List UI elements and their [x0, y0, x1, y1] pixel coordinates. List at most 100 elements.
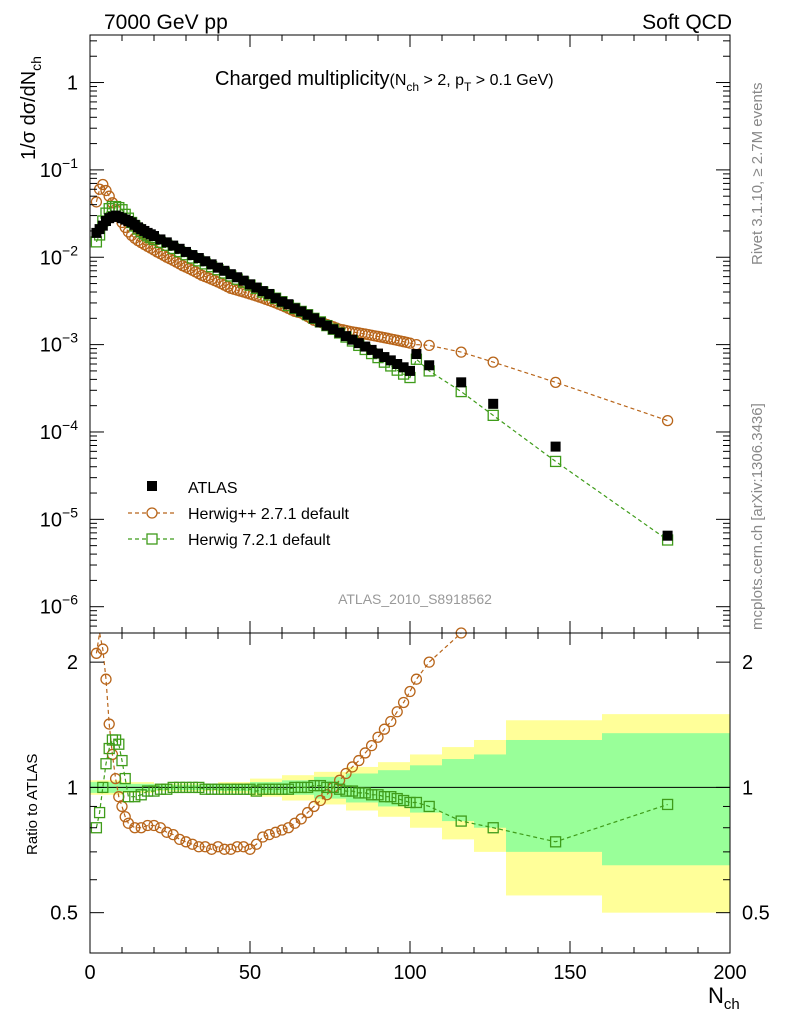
- legend-marker-herwig7: [146, 533, 158, 545]
- ratio-plot-series: [90, 627, 674, 855]
- ratio-point: [372, 789, 384, 801]
- ratio-point: [129, 822, 141, 834]
- data-point: [97, 178, 109, 191]
- ratio-point: [116, 800, 128, 813]
- ratio-point: [487, 822, 499, 834]
- ratio-point: [404, 685, 416, 698]
- data-point: [392, 358, 403, 369]
- ratio-point: [378, 791, 391, 803]
- ratio-point: [212, 841, 224, 853]
- ratio-y-tick-label: 1: [67, 777, 78, 799]
- ratio-y-axis-label: Ratio to ATLAS: [24, 754, 41, 855]
- legend-marker-herwigpp: [146, 507, 158, 519]
- ratio-point: [100, 758, 112, 770]
- y-tick-label: 10−3: [40, 330, 78, 357]
- ratio-point: [353, 754, 365, 767]
- data-point: [270, 293, 281, 304]
- ratio-y-tick-label-right: 1: [742, 777, 753, 799]
- y-tick-label: 10−4: [40, 417, 78, 444]
- data-point: [238, 275, 249, 286]
- x-axis-label: Nch: [708, 983, 740, 1013]
- ratio-y-tick-label: 2: [67, 652, 78, 674]
- ratio-point: [100, 673, 112, 685]
- main-plot-series: [90, 178, 674, 546]
- data-point: [315, 317, 326, 328]
- main-plot-panel: 1 10−1 10−2 10−3 10−4 10−5 10−6 Charged multip…: [18, 34, 731, 634]
- ratio-y-tick-label: 0.5: [50, 903, 78, 925]
- data-point: [277, 296, 287, 307]
- legend-label-herwigpp: Herwig++ 2.7.1 default: [188, 506, 350, 523]
- legend-label-atlas: ATLAS: [188, 480, 238, 497]
- ratio-point: [161, 783, 173, 795]
- ratio-point: [340, 785, 352, 797]
- ratio-point: [340, 767, 352, 780]
- legend: ATLAS Herwig++ 2.7.1 default Herwig 7.2.…: [128, 480, 350, 549]
- data-point: [398, 362, 409, 373]
- y-tick-label: 10−1: [40, 155, 78, 182]
- data-point: [149, 231, 159, 242]
- ratio-point: [180, 836, 192, 848]
- ratio-point: [106, 748, 119, 761]
- inner-band: [442, 759, 474, 822]
- data-point: [404, 337, 416, 349]
- ratio-point: [173, 781, 186, 794]
- data-point: [200, 256, 211, 267]
- data-point: [347, 334, 358, 345]
- data-point: [334, 327, 345, 338]
- x-tick-label: 100: [393, 962, 426, 984]
- data-point: [550, 441, 561, 452]
- ratio-point: [180, 781, 192, 794]
- data-point: [257, 286, 268, 297]
- ratio-point: [378, 723, 391, 735]
- data-point: [360, 341, 371, 352]
- ratio-point: [193, 781, 205, 794]
- legend-entry-atlas: ATLAS: [147, 480, 238, 497]
- ratio-point: [314, 779, 327, 792]
- ratio-point: [205, 783, 218, 795]
- ratio-point: [423, 800, 435, 813]
- ratio-point: [269, 783, 282, 795]
- ratio-point: [109, 734, 122, 746]
- ratio-point: [276, 824, 288, 836]
- ratio-point: [250, 785, 263, 797]
- data-point: [264, 288, 275, 299]
- legend-entry-herwig7: Herwig 7.2.1 default: [128, 532, 331, 549]
- ratio-point: [308, 800, 320, 813]
- inner-band: [506, 739, 602, 852]
- ratio-point: [237, 841, 250, 853]
- ratio-point: [154, 783, 167, 795]
- ratio-point: [225, 783, 237, 795]
- data-point: [302, 309, 313, 320]
- data-point: [662, 530, 673, 541]
- y-tick-label: 10−6: [40, 592, 78, 619]
- ratio-point: [141, 785, 154, 797]
- data-point: [341, 331, 351, 342]
- data-point: [456, 377, 467, 388]
- data-point: [181, 246, 191, 257]
- ratio-point: [116, 754, 128, 767]
- ratio-point: [257, 831, 269, 843]
- ratio-point: [404, 796, 416, 809]
- data-point: [455, 346, 467, 358]
- data-point: [487, 409, 499, 422]
- x-tick-label: 50: [239, 962, 261, 984]
- data-point: [411, 349, 422, 360]
- ratio-point: [244, 783, 256, 795]
- header-collision-label: 7000 GeV pp: [104, 11, 228, 34]
- ratio-point: [113, 738, 125, 750]
- legend-entry-herwigpp: Herwig++ 2.7.1 default: [128, 506, 350, 523]
- ratio-point: [218, 843, 231, 855]
- data-point: [283, 299, 294, 310]
- ratio-point: [263, 828, 275, 841]
- data-point: [193, 253, 204, 264]
- data-point: [423, 339, 435, 352]
- legend-label-herwig7: Herwig 7.2.1 default: [188, 532, 331, 549]
- ratio-point: [397, 794, 410, 807]
- ratio-point: [353, 787, 365, 799]
- ratio-point: [410, 796, 423, 809]
- data-point: [328, 324, 339, 335]
- data-point: [321, 320, 332, 331]
- data-point: [90, 196, 103, 208]
- ratio-point: [410, 673, 423, 685]
